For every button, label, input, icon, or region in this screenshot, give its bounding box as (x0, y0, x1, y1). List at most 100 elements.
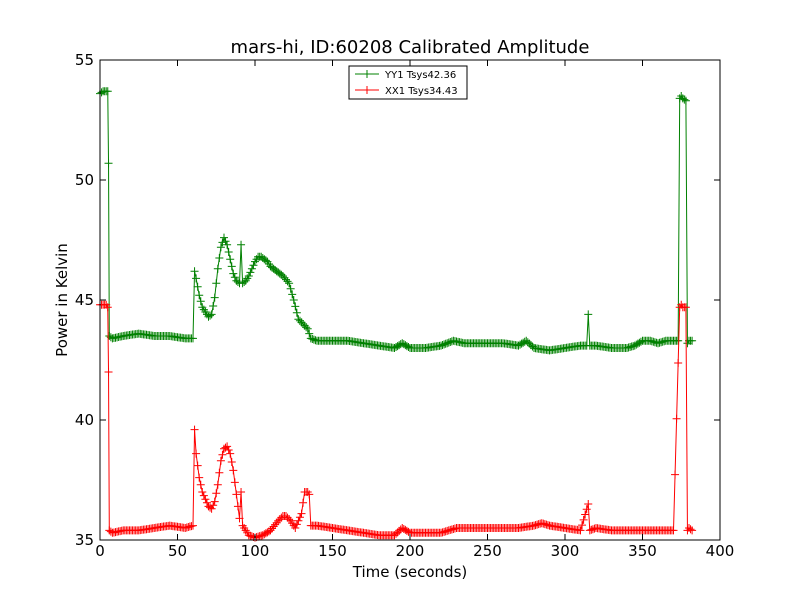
data-point (193, 282, 202, 291)
data-point (202, 498, 211, 507)
series-0 (96, 87, 697, 355)
data-point (671, 470, 680, 479)
data-point (681, 96, 690, 105)
y-axis-label: Power in Kelvin (53, 243, 71, 357)
data-point (192, 274, 201, 283)
plot-background (100, 60, 720, 540)
data-point (249, 261, 258, 270)
data-point (286, 284, 295, 293)
data-point (224, 446, 233, 454)
data-point (103, 303, 112, 312)
tick-layer: 0 50 100 150 200 250 300 350 400 35 40 45 50 55 (75, 51, 734, 560)
data-point (104, 368, 113, 376)
data-point (295, 513, 304, 522)
legend-marker-xx1 (363, 86, 371, 94)
data-point (582, 505, 591, 514)
data-point (189, 334, 197, 343)
data-point (227, 262, 236, 271)
y-tick-label: 40 (75, 411, 94, 429)
x-tick-label: 400 (706, 542, 735, 560)
data-point (288, 290, 297, 299)
data-point (192, 449, 201, 458)
data-point (674, 359, 683, 367)
data-point (233, 502, 242, 511)
data-point (247, 264, 256, 273)
data-point (294, 516, 303, 525)
data-point (229, 466, 238, 475)
data-point (223, 442, 232, 451)
data-point (584, 500, 593, 508)
data-point (674, 336, 683, 345)
data-point (579, 515, 588, 524)
data-point (220, 233, 228, 242)
data-point (299, 498, 308, 507)
data-point (218, 450, 227, 459)
data-point (210, 497, 219, 506)
series-markers (96, 300, 697, 542)
data-point (195, 291, 204, 300)
data-point (226, 449, 235, 458)
data-point (223, 240, 232, 249)
data-point (199, 491, 208, 500)
x-tick-label: 150 (318, 542, 347, 560)
data-point (215, 468, 224, 477)
y-tick-label: 35 (75, 531, 94, 549)
data-point (193, 461, 202, 470)
data-point (686, 525, 695, 534)
x-tick-label: 100 (241, 542, 270, 560)
series-1 (96, 300, 697, 542)
x-tick-label: 250 (473, 542, 502, 560)
data-point (201, 495, 210, 504)
data-point (206, 311, 215, 320)
data-point (584, 310, 593, 319)
data-point (207, 504, 216, 513)
data-point (237, 488, 246, 496)
data-point (196, 297, 205, 306)
legend-label-xx1: XX1 Tsys34.43 (385, 86, 458, 97)
y-tick-label: 50 (75, 171, 94, 189)
chart-title: mars-hi, ID:60208 Calibrated Amplitude (231, 37, 590, 58)
data-point (196, 480, 205, 489)
data-point (213, 480, 222, 489)
legend: YY1 Tsys42.36 XX1 Tsys34.43 (348, 65, 468, 100)
data-point (190, 425, 199, 434)
data-point (190, 267, 199, 276)
data-point (209, 302, 218, 310)
data-point (297, 509, 306, 518)
data-point (688, 526, 697, 535)
series-markers (96, 87, 697, 355)
data-point (578, 521, 587, 530)
x-tick-label: 200 (396, 542, 425, 560)
data-point (302, 323, 311, 332)
legend-box (348, 65, 468, 100)
legend-marker-yy1 (363, 70, 371, 78)
data-point (212, 279, 221, 288)
data-point (244, 272, 253, 280)
series-layer (96, 87, 697, 542)
data-point (216, 243, 225, 252)
x-tick-label: 0 (95, 542, 105, 560)
data-point (305, 490, 314, 499)
legend-label-yy1: YY1 Tsys42.36 (384, 70, 456, 81)
data-point (576, 526, 585, 535)
data-point (230, 478, 239, 487)
data-point (209, 501, 218, 510)
data-point (189, 521, 197, 530)
data-point (221, 237, 230, 246)
data-point (681, 303, 690, 312)
x-tick-label: 350 (628, 542, 657, 560)
data-point (283, 277, 292, 286)
data-point (672, 414, 681, 423)
plot-area (100, 60, 720, 540)
x-tick-label: 50 (168, 542, 187, 560)
data-point (195, 473, 204, 482)
data-point (581, 510, 590, 519)
data-point (198, 488, 207, 496)
data-point (104, 159, 113, 168)
data-point (213, 264, 222, 273)
data-point (230, 273, 239, 282)
data-point (226, 255, 235, 264)
x-tick-label: 300 (551, 542, 580, 560)
data-point (207, 310, 216, 319)
